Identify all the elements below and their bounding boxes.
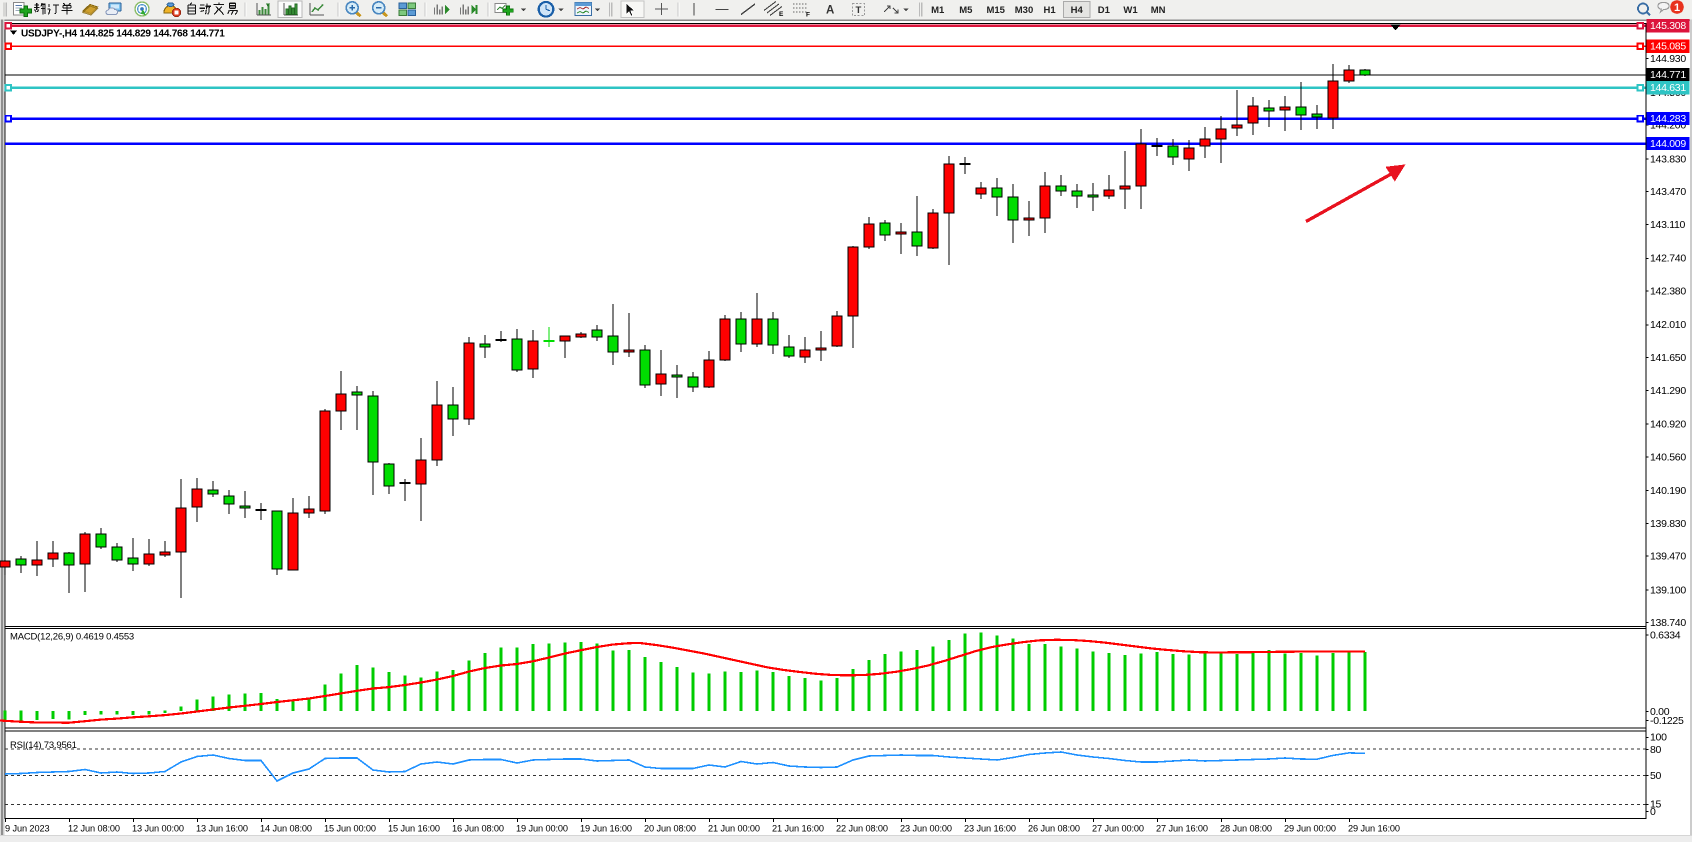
svg-text:D1: D1 bbox=[1098, 5, 1111, 16]
svg-text:F: F bbox=[806, 12, 810, 19]
svg-text:15 Jun 00:00: 15 Jun 00:00 bbox=[324, 824, 376, 834]
svg-text:50: 50 bbox=[1650, 770, 1662, 782]
svg-text:144.930: 144.930 bbox=[1650, 53, 1686, 65]
svg-text:0.00: 0.00 bbox=[1650, 706, 1670, 718]
svg-text:22 Jun 08:00: 22 Jun 08:00 bbox=[836, 824, 888, 834]
svg-text:145.308: 145.308 bbox=[1650, 20, 1686, 32]
svg-text:144.009: 144.009 bbox=[1650, 138, 1686, 150]
svg-text:M30: M30 bbox=[1015, 5, 1033, 16]
svg-text:15 Jun 16:00: 15 Jun 16:00 bbox=[388, 824, 440, 834]
svg-text:141.650: 141.650 bbox=[1650, 352, 1686, 364]
svg-text:139.830: 139.830 bbox=[1650, 518, 1686, 530]
svg-text:140.920: 140.920 bbox=[1650, 418, 1686, 430]
svg-text:M5: M5 bbox=[959, 5, 973, 16]
svg-text:80: 80 bbox=[1650, 744, 1662, 756]
svg-text:23 Jun 16:00: 23 Jun 16:00 bbox=[964, 824, 1016, 834]
svg-text:13 Jun 16:00: 13 Jun 16:00 bbox=[196, 824, 248, 834]
svg-text:139.100: 139.100 bbox=[1650, 584, 1686, 596]
svg-text:MACD(12,26,9) 0.4619 0.4553: MACD(12,26,9) 0.4619 0.4553 bbox=[10, 632, 134, 643]
svg-text:E: E bbox=[779, 11, 784, 18]
svg-text:1: 1 bbox=[1674, 2, 1680, 14]
svg-text:21 Jun 16:00: 21 Jun 16:00 bbox=[772, 824, 824, 834]
svg-text:MN: MN bbox=[1151, 5, 1166, 16]
svg-text:141.290: 141.290 bbox=[1650, 385, 1686, 397]
svg-text:M1: M1 bbox=[931, 5, 945, 16]
svg-text:142.380: 142.380 bbox=[1650, 285, 1686, 297]
svg-text:H4: H4 bbox=[1071, 5, 1084, 16]
svg-text:H1: H1 bbox=[1044, 5, 1057, 16]
svg-text:29 Jun 16:00: 29 Jun 16:00 bbox=[1348, 824, 1400, 834]
svg-text:19 Jun 16:00: 19 Jun 16:00 bbox=[580, 824, 632, 834]
svg-text:9 Jun 2023: 9 Jun 2023 bbox=[5, 824, 49, 834]
svg-text:27 Jun 16:00: 27 Jun 16:00 bbox=[1156, 824, 1208, 834]
svg-text:T: T bbox=[856, 5, 862, 16]
svg-text:23 Jun 00:00: 23 Jun 00:00 bbox=[900, 824, 952, 834]
svg-text:143.470: 143.470 bbox=[1650, 186, 1686, 198]
svg-text:26 Jun 08:00: 26 Jun 08:00 bbox=[1028, 824, 1080, 834]
svg-text:19 Jun 00:00: 19 Jun 00:00 bbox=[516, 824, 568, 834]
svg-text:W1: W1 bbox=[1123, 5, 1138, 16]
svg-text:M15: M15 bbox=[986, 5, 1005, 16]
svg-text:140.560: 140.560 bbox=[1650, 451, 1686, 463]
svg-text:140.190: 140.190 bbox=[1650, 485, 1686, 497]
svg-text:144.283: 144.283 bbox=[1650, 113, 1686, 125]
svg-text:USDJPY-,H4 144.825 144.829 14: USDJPY-,H4 144.825 144.829 144.768 144.7… bbox=[21, 29, 225, 40]
svg-text:0.6334: 0.6334 bbox=[1650, 630, 1681, 642]
svg-text:16 Jun 08:00: 16 Jun 08:00 bbox=[452, 824, 504, 834]
svg-text:14 Jun 08:00: 14 Jun 08:00 bbox=[260, 824, 312, 834]
svg-text:-0.1225: -0.1225 bbox=[1650, 715, 1684, 727]
svg-text:143.830: 143.830 bbox=[1650, 153, 1686, 165]
svg-text:20 Jun 08:00: 20 Jun 08:00 bbox=[644, 824, 696, 834]
svg-text:142.010: 142.010 bbox=[1650, 319, 1686, 331]
svg-text:27 Jun 00:00: 27 Jun 00:00 bbox=[1092, 824, 1144, 834]
svg-text:13 Jun 00:00: 13 Jun 00:00 bbox=[132, 824, 184, 834]
svg-text:A: A bbox=[826, 5, 834, 17]
svg-text:15: 15 bbox=[1650, 799, 1662, 811]
svg-text:29 Jun 00:00: 29 Jun 00:00 bbox=[1284, 824, 1336, 834]
svg-text:142.740: 142.740 bbox=[1650, 253, 1686, 265]
svg-text:143.110: 143.110 bbox=[1650, 219, 1686, 231]
svg-text:21 Jun 00:00: 21 Jun 00:00 bbox=[708, 824, 760, 834]
svg-text:0: 0 bbox=[1650, 806, 1656, 818]
svg-text:144.771: 144.771 bbox=[1650, 69, 1686, 81]
svg-text:28 Jun 08:00: 28 Jun 08:00 bbox=[1220, 824, 1272, 834]
svg-text:12 Jun 08:00: 12 Jun 08:00 bbox=[68, 824, 120, 834]
svg-text:RSI(14) 73.9561: RSI(14) 73.9561 bbox=[10, 740, 77, 751]
svg-text:145.085: 145.085 bbox=[1650, 41, 1686, 53]
svg-text:100: 100 bbox=[1650, 732, 1667, 744]
svg-text:144.631: 144.631 bbox=[1650, 82, 1686, 94]
svg-text:139.470: 139.470 bbox=[1650, 551, 1686, 563]
svg-text:138.740: 138.740 bbox=[1650, 617, 1686, 629]
